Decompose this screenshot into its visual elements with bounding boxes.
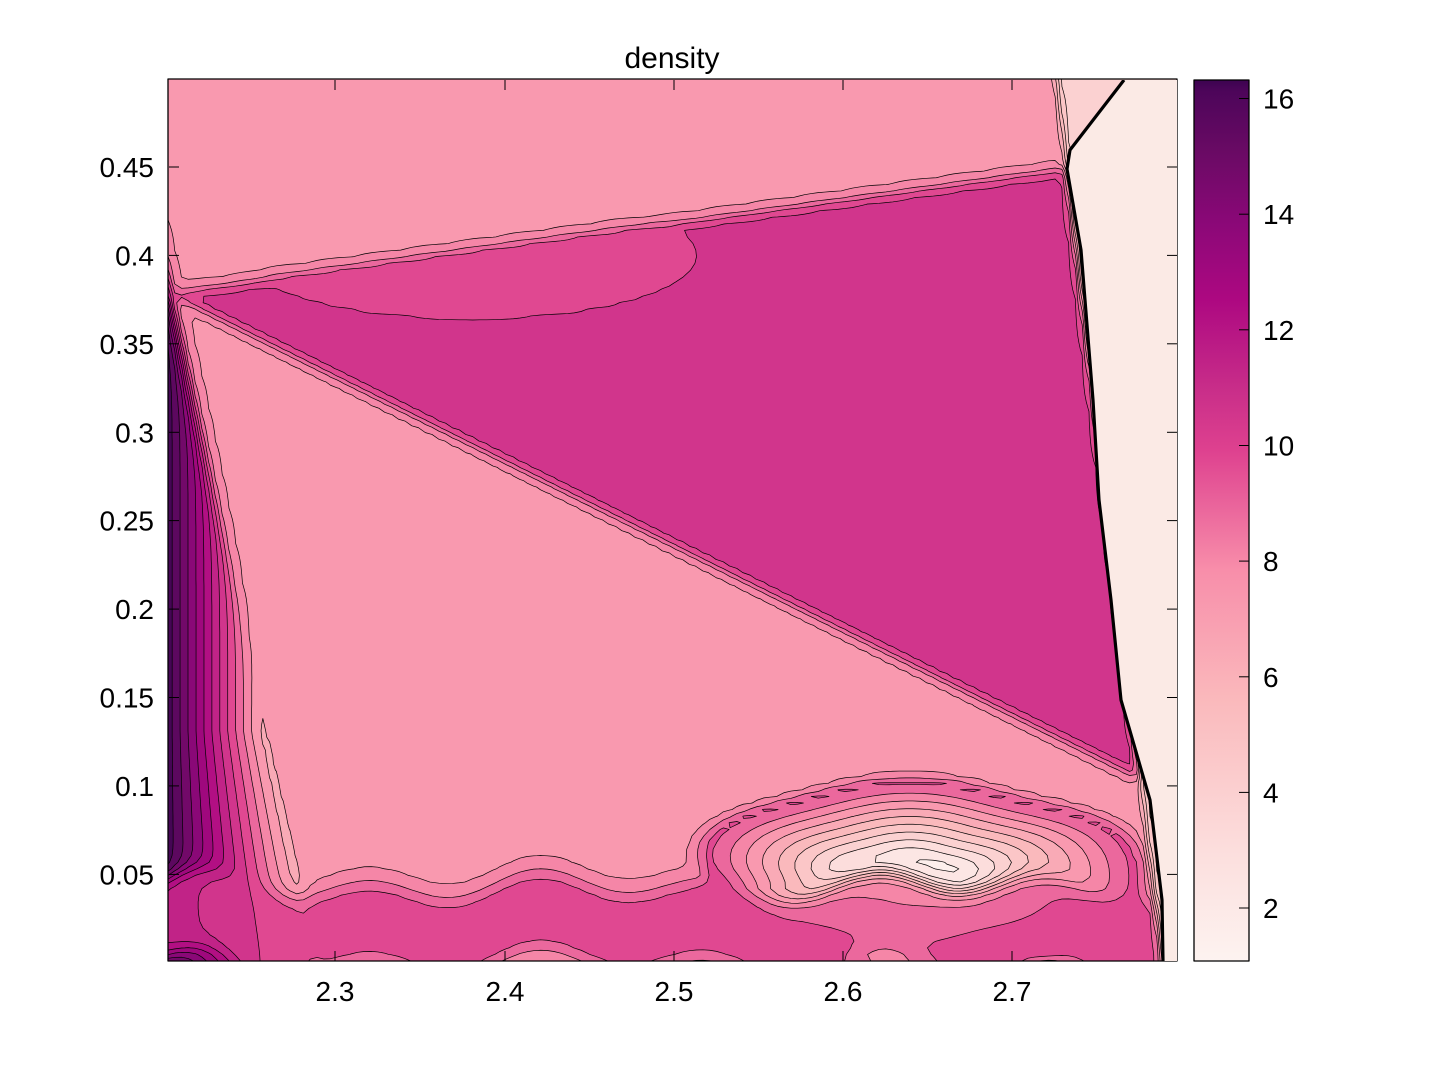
svg-text:0.05: 0.05: [100, 859, 155, 890]
svg-text:0.1: 0.1: [115, 771, 154, 802]
svg-text:2.7: 2.7: [993, 976, 1032, 1007]
svg-text:2: 2: [1263, 893, 1279, 924]
svg-text:2.6: 2.6: [824, 976, 863, 1007]
svg-text:8: 8: [1263, 546, 1279, 577]
svg-text:16: 16: [1263, 84, 1294, 115]
svg-text:density: density: [624, 42, 719, 75]
svg-text:2.3: 2.3: [316, 976, 355, 1007]
svg-text:10: 10: [1263, 431, 1294, 462]
svg-text:14: 14: [1263, 199, 1294, 230]
svg-text:6: 6: [1263, 662, 1279, 693]
svg-text:0.45: 0.45: [100, 152, 155, 183]
svg-text:0.2: 0.2: [115, 594, 154, 625]
svg-text:0.3: 0.3: [115, 417, 154, 448]
svg-text:0.25: 0.25: [100, 506, 155, 537]
svg-text:0.4: 0.4: [115, 240, 154, 271]
svg-text:0.15: 0.15: [100, 683, 155, 714]
svg-text:2.4: 2.4: [486, 976, 525, 1007]
svg-text:0.35: 0.35: [100, 329, 155, 360]
svg-text:2.5: 2.5: [655, 976, 694, 1007]
svg-text:12: 12: [1263, 315, 1294, 346]
svg-text:4: 4: [1263, 777, 1279, 808]
